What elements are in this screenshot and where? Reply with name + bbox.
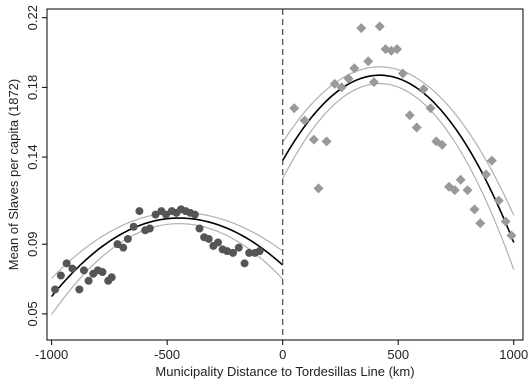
data-point xyxy=(469,204,480,215)
axes: -1000 -500 0 500 1000 0.05 0.09 0.14 0.18 0.22 xyxy=(25,5,528,362)
x-tick-label: 500 xyxy=(387,347,409,362)
data-point xyxy=(418,84,429,95)
data-point xyxy=(51,285,60,294)
data-point xyxy=(308,134,319,145)
data-point xyxy=(486,155,497,166)
data-point xyxy=(190,210,199,219)
data-point xyxy=(397,68,408,79)
x-axis-title: Municipality Distance to Tordesillas Lin… xyxy=(155,364,414,379)
data-point xyxy=(123,234,132,243)
data-point xyxy=(289,103,300,114)
y-tick-label: 0.22 xyxy=(25,5,40,30)
data-point xyxy=(437,139,448,150)
data-point xyxy=(493,195,504,206)
fit-curves xyxy=(51,66,515,315)
data-point xyxy=(411,122,422,133)
data-point xyxy=(299,115,310,126)
data-points xyxy=(51,21,517,294)
data-point xyxy=(129,222,138,231)
data-point xyxy=(75,285,84,294)
data-point xyxy=(404,110,415,121)
data-point xyxy=(349,63,360,74)
confidence-band xyxy=(282,66,515,216)
data-point xyxy=(500,216,511,227)
y-tick-label: 0.05 xyxy=(25,301,40,326)
data-point xyxy=(195,224,204,233)
y-axis-title: Mean of Slaves per capita (1872) xyxy=(6,79,21,271)
data-point xyxy=(84,276,93,285)
data-point xyxy=(98,268,107,277)
data-point xyxy=(475,218,486,229)
data-point xyxy=(374,21,385,32)
data-point xyxy=(343,73,354,84)
data-point xyxy=(449,185,460,196)
plot-frame xyxy=(46,8,524,341)
data-point xyxy=(107,273,116,282)
confidence-band xyxy=(51,223,284,315)
data-point xyxy=(336,82,347,93)
data-point xyxy=(119,243,128,252)
data-point xyxy=(356,23,367,34)
y-tick-label: 0.14 xyxy=(25,144,40,169)
fit-line xyxy=(51,217,284,297)
data-point xyxy=(462,185,473,196)
data-point xyxy=(392,44,403,55)
data-point xyxy=(363,56,374,67)
data-point xyxy=(56,271,65,280)
data-point xyxy=(240,259,249,268)
data-point xyxy=(145,224,154,233)
data-point xyxy=(329,78,340,89)
data-point xyxy=(321,136,332,147)
data-point xyxy=(135,207,144,216)
data-point xyxy=(213,238,222,247)
data-point xyxy=(68,264,77,273)
data-point xyxy=(313,183,324,194)
y-tick-label: 0.18 xyxy=(25,75,40,100)
data-point xyxy=(204,234,213,243)
data-point xyxy=(234,243,243,252)
data-point xyxy=(245,248,254,257)
data-point xyxy=(162,210,170,219)
x-tick-label: 1000 xyxy=(499,347,528,362)
data-point xyxy=(62,259,71,268)
data-point xyxy=(113,240,122,249)
data-point xyxy=(455,174,466,185)
confidence-band xyxy=(282,82,515,270)
data-point xyxy=(79,266,88,275)
data-point xyxy=(506,230,517,241)
x-tick-label: -1000 xyxy=(35,347,68,362)
data-point xyxy=(255,247,264,256)
data-point xyxy=(229,248,238,257)
data-point xyxy=(481,169,492,180)
x-tick-label: -500 xyxy=(154,347,180,362)
data-point xyxy=(368,77,379,88)
data-point xyxy=(151,210,160,219)
data-point xyxy=(425,103,436,114)
fit-line xyxy=(281,74,515,243)
x-tick-label: 0 xyxy=(279,347,286,362)
y-tick-label: 0.09 xyxy=(25,232,40,257)
